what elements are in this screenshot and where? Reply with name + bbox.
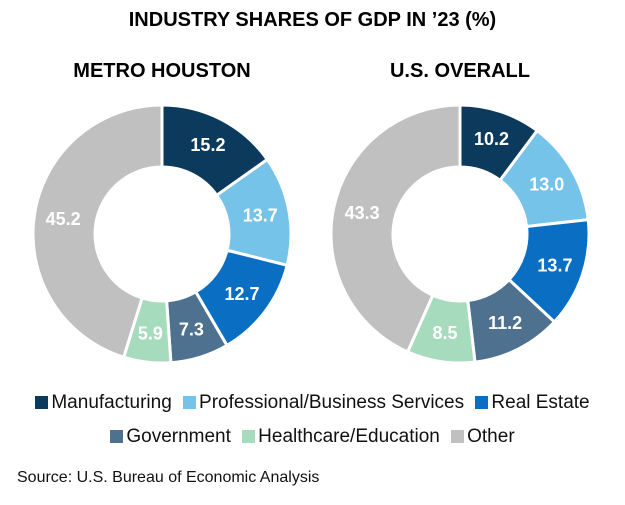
slice-other: [31, 103, 164, 360]
legend-label: Real Estate: [491, 392, 590, 413]
legend-label: Government: [126, 426, 231, 447]
data-label-real-estate: 13.7: [537, 255, 572, 275]
us-subtitle: U.S. OVERALL: [389, 60, 530, 82]
legend-row-2: Government Healthcare/Education Other: [0, 426, 625, 448]
data-label-other: 43.3: [345, 203, 380, 223]
data-label-professional-services: 13.0: [529, 174, 564, 194]
data-label-government: 11.2: [488, 313, 522, 333]
legend-label: Other: [467, 426, 515, 447]
houston-subtitle: METRO HOUSTON: [73, 60, 251, 82]
data-label-manufacturing: 15.2: [190, 135, 225, 155]
chart-title: INDUSTRY SHARES OF GDP IN ’23 (%): [128, 9, 497, 31]
legend-swatch: [183, 396, 197, 409]
legend-label: Professional/Business Services: [199, 392, 465, 413]
legend-row-1: Manufacturing Professional/Business Serv…: [0, 392, 625, 414]
data-label-government: 7.3: [179, 320, 204, 340]
legend-other: Other: [451, 426, 515, 448]
legend-swatch: [451, 430, 465, 443]
legend-healthcare-education: Healthcare/Education: [242, 426, 440, 448]
data-label-manufacturing: 10.2: [474, 129, 509, 149]
legend-label: Healthcare/Education: [258, 426, 440, 447]
legend-swatch: [242, 430, 256, 443]
legend-label: Manufacturing: [51, 392, 172, 413]
legend-government: Government: [110, 426, 231, 448]
data-label-other: 45.2: [46, 209, 81, 229]
source-note: Source: U.S. Bureau of Economic Analysis: [17, 469, 320, 486]
legend-swatch: [35, 396, 49, 409]
data-label-real-estate: 12.7: [224, 284, 259, 304]
legend-swatch: [475, 396, 489, 409]
legend-swatch: [110, 430, 124, 443]
data-label-healthcare-education: 5.9: [138, 323, 163, 343]
data-label-professional-services: 13.7: [243, 206, 278, 226]
data-label-healthcare-education: 8.5: [432, 323, 457, 343]
legend-professional-services: Professional/Business Services: [183, 392, 464, 414]
slice-other: [329, 103, 462, 354]
legend-real-estate: Real Estate: [475, 392, 590, 414]
legend-manufacturing: Manufacturing: [35, 392, 172, 414]
